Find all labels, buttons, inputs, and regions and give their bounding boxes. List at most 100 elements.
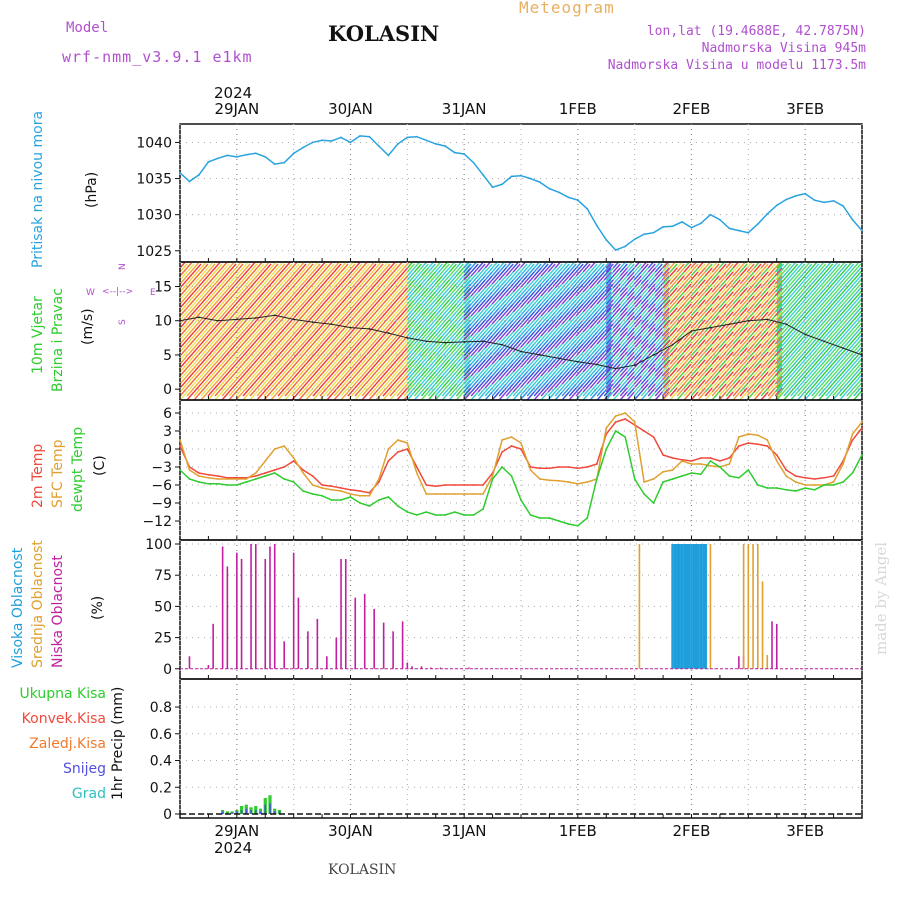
wind-barb [554,335,563,345]
sfc-point [463,493,466,495]
wind-barb [739,375,748,385]
wind-barb [633,347,642,357]
wind-barb [612,267,621,277]
wind-barb [853,355,862,365]
wind-barb [277,275,286,285]
dew-point [254,478,257,480]
wind-barb [547,367,556,377]
wind-barb [526,299,535,309]
wind-barb [455,275,464,285]
temp-ytick-label: −3 [151,460,172,476]
wind-barb [561,387,570,397]
wind-barb [354,327,363,337]
wind-barb [491,347,500,357]
wind-barb [228,263,237,273]
wind-barb [547,363,556,373]
wind-barb [533,267,542,277]
wind-barb [753,263,762,273]
wind-barb [811,363,820,373]
wind-barb [256,363,265,373]
wind-barb [554,387,563,397]
compass-e: E [150,288,156,298]
wind-barb [389,271,398,281]
wind-barb [413,267,422,277]
wind-barb [783,347,792,357]
wind-barb [547,271,556,281]
wind-barb [463,383,472,393]
wind-barb [760,363,769,373]
wind-barb [263,271,272,281]
wind-barb [797,271,806,281]
wind-barb [783,283,792,293]
wind-barb [434,299,443,309]
wind-barb [347,383,356,393]
wind-barb [235,262,243,269]
wind-barb [491,327,500,337]
sfc-point [482,493,485,495]
wind-barb [776,339,785,349]
wind-barb [582,375,591,385]
wind-barb [662,371,671,381]
wind-barb [375,347,384,357]
wind-barb [774,335,783,345]
wind-barb [249,262,257,269]
temp2m-point [567,466,570,468]
wind-barb [361,299,370,309]
wind-barb [368,267,377,277]
wind-barb [853,299,862,309]
wind-barb [596,371,605,381]
wind-barb [512,331,521,341]
wind-barb [420,375,429,385]
wind-barb [811,335,820,345]
wind-barb [519,279,528,289]
pressure-point [728,227,731,230]
wind-barb [396,307,405,317]
wind-barb [697,279,706,289]
wind-barb [477,303,486,313]
wind-barb [519,323,528,333]
wind-barb [596,291,605,301]
wind-barb [725,315,734,325]
wind-barb [605,379,614,389]
wind-barb [619,307,628,317]
pressure-point [624,245,627,248]
wind-barb [361,347,370,357]
wind-barb [774,271,783,281]
wind-barb [711,359,720,369]
wind-barb [326,331,335,341]
wind-barb [647,315,656,325]
wind-barb [739,343,748,353]
wind-barb [455,307,464,317]
wind-barb [603,319,612,329]
wind-barb [547,335,556,345]
wind-barb [221,299,230,309]
wind-barb [455,391,464,400]
sfc-point [330,488,333,491]
wind-barb [853,319,862,329]
wind-barb [291,327,300,337]
pressure-point [188,180,191,183]
wind-barb [375,359,384,369]
wind-barb [711,351,720,361]
wind-barb [669,307,678,317]
wind-barb [640,267,649,277]
wind-barb [725,263,734,273]
wind-barb [746,363,755,373]
wind-barb [498,311,507,321]
wind-barb [804,367,813,377]
wind-barb [804,303,813,313]
wind-barb [662,287,671,297]
wind-barb [413,319,422,329]
wind-barb [697,351,706,361]
wind-barb [654,287,663,297]
wind-barb [263,375,272,385]
wind-barb [333,343,342,353]
wind-barb [711,383,720,393]
wind-barb [186,319,195,329]
wind-barb [760,307,769,317]
wind-barb [603,295,612,305]
wind-barb [434,347,443,357]
wind-barb [846,375,855,385]
wind-barb [193,335,202,345]
